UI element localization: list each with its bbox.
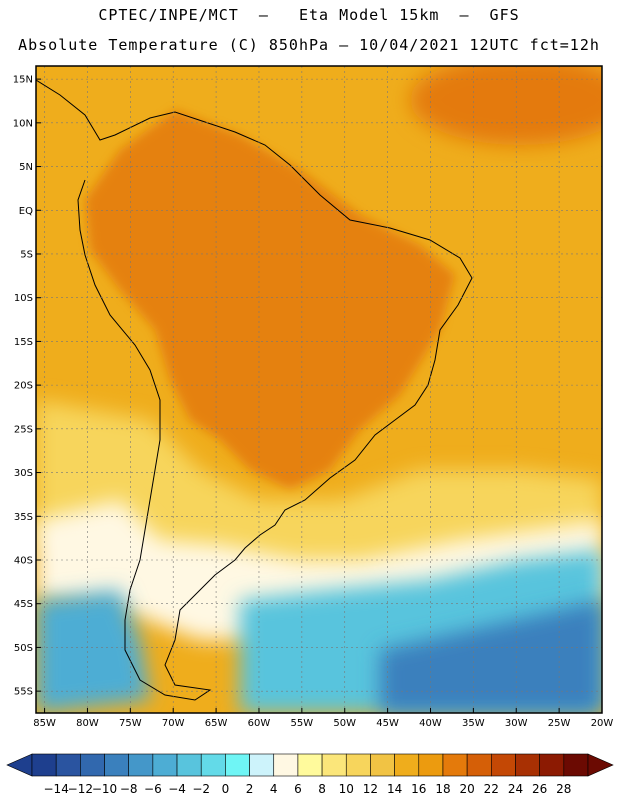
colorbar-swatch <box>152 753 178 777</box>
lat-label: 35S <box>14 512 33 523</box>
lat-label: 10N <box>13 118 33 129</box>
colorbar-swatch <box>249 753 275 777</box>
colorbar-swatch <box>394 753 420 777</box>
lat-label: 45S <box>14 599 33 610</box>
colorbar-swatch <box>55 753 81 777</box>
lon-label: 65W <box>205 718 228 729</box>
lat-label: 15N <box>13 75 33 86</box>
colorbar-label: 10 <box>339 782 354 796</box>
colorbar-min-arrow <box>6 753 33 777</box>
plot-frame <box>35 65 603 714</box>
coastline <box>36 79 473 701</box>
colorbar-swatch <box>466 753 492 777</box>
lon-label: 35W <box>462 718 485 729</box>
lat-label: 30S <box>14 468 33 479</box>
lat-label: EQ <box>19 206 33 217</box>
colorbar-label: 26 <box>532 782 547 796</box>
lon-label: 50W <box>333 718 356 729</box>
colorbar-swatch <box>128 753 154 777</box>
colorbar-swatch <box>225 753 250 777</box>
lat-label: 15S <box>14 337 33 348</box>
colorbar-label: 8 <box>318 782 326 796</box>
latitude-labels: 15N 10N 5N EQ 5S 10S 15S 20S 25S 30S 35S 40S 45S 50S 5… <box>13 75 41 698</box>
colorbar-label: 4 <box>270 782 278 796</box>
colorbar-swatch <box>539 753 565 777</box>
colorbar-label: 20 <box>459 782 474 796</box>
colorbar-swatch <box>442 753 468 777</box>
map-title-line-2: Absolute Temperature (C) 850hPa – 10/04/… <box>18 36 600 54</box>
colorbar-label: 22 <box>484 782 499 796</box>
lat-label: 10S <box>14 293 33 304</box>
lat-label: 5N <box>19 162 33 173</box>
colorbar-swatch <box>370 753 395 777</box>
colorbar-label: 2 <box>246 782 254 796</box>
lat-label: 25S <box>14 424 33 435</box>
colorbar-label: 6 <box>294 782 302 796</box>
colorbar-swatch <box>200 753 226 777</box>
colorbar-swatch <box>104 753 129 777</box>
colorbar-swatch <box>31 753 57 777</box>
colorbar-swatch <box>515 753 540 777</box>
colorbar-label: 24 <box>508 782 523 796</box>
colorbar-max-arrow <box>587 753 614 777</box>
lon-label: 30W <box>505 718 528 729</box>
colorbar-swatch <box>563 753 589 777</box>
colorbar: −14−12−10 −8 −6 −4 −2 0 2 4 6 8 10 12 14 16 18 20 22 24 26… <box>6 753 614 796</box>
colorbar-label: −12 <box>68 782 93 796</box>
lon-label: 40W <box>419 718 442 729</box>
colorbar-swatch <box>321 753 347 777</box>
lon-label: 75W <box>119 718 142 729</box>
colorbar-label: −10 <box>92 782 117 796</box>
field-hot-land <box>85 110 455 490</box>
colorbar-label: 16 <box>411 782 426 796</box>
temperature-field <box>36 66 602 713</box>
lon-label: 60W <box>248 718 271 729</box>
colorbar-label: −8 <box>120 782 138 796</box>
lon-label: 25W <box>548 718 571 729</box>
lat-label: 40S <box>14 555 33 566</box>
colorbar-label: −4 <box>168 782 186 796</box>
lat-label: 5S <box>20 249 33 260</box>
graticule <box>36 66 602 713</box>
colorbar-label: −2 <box>192 782 210 796</box>
lon-label: 45W <box>376 718 399 729</box>
colorbar-label: 0 <box>222 782 230 796</box>
colorbar-swatch <box>176 753 202 777</box>
longitude-labels: 85W 80W 75W 70W 65W 60W 55W 50W 45W 40W 35W 30W 25W 2… <box>33 708 613 729</box>
colorbar-swatch <box>297 753 323 777</box>
colorbar-swatch <box>418 753 444 777</box>
colorbar-label: −6 <box>144 782 162 796</box>
lon-label: 70W <box>162 718 185 729</box>
field-hot-northeast <box>410 66 602 145</box>
colorbar-label: 12 <box>363 782 378 796</box>
lon-label: 80W <box>76 718 99 729</box>
lat-label: 55S <box>14 687 33 698</box>
field-cold-southwest <box>36 590 150 713</box>
lon-label: 20W <box>591 718 614 729</box>
lon-label: 85W <box>33 718 56 729</box>
field-colder-ocean <box>380 600 602 713</box>
lat-label: 20S <box>14 381 33 392</box>
lon-label: 55W <box>291 718 314 729</box>
colorbar-swatch <box>491 753 516 777</box>
colorbar-label: 14 <box>387 782 402 796</box>
colorbar-swatch <box>80 753 105 777</box>
colorbar-swatch <box>273 753 299 777</box>
colorbar-label: 28 <box>556 782 571 796</box>
colorbar-label: −14 <box>44 782 69 796</box>
colorbar-label: 18 <box>435 782 450 796</box>
lat-label: 50S <box>14 643 33 654</box>
map-title-line-1: CPTEC/INPE/MCT – Eta Model 15km – GFS <box>98 6 520 24</box>
colorbar-swatch <box>345 753 371 777</box>
